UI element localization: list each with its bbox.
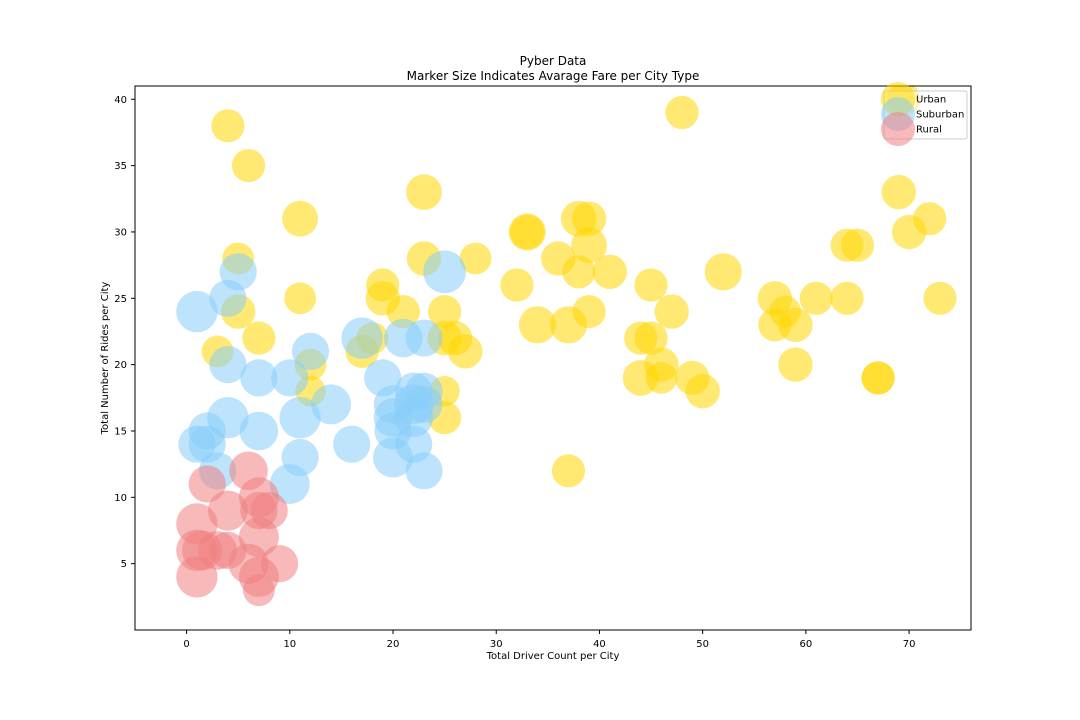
- suburban-point: [279, 397, 321, 439]
- urban-point: [572, 295, 606, 329]
- y-tick-label: 25: [114, 294, 127, 305]
- urban-point: [645, 362, 678, 394]
- urban-point: [406, 174, 442, 211]
- urban-point: [551, 454, 586, 488]
- suburban-point: [333, 425, 371, 463]
- urban-point: [861, 361, 895, 395]
- x-axis-label: Total Driver Count per City: [486, 651, 620, 662]
- urban-point: [518, 306, 557, 344]
- urban-point: [242, 321, 276, 355]
- rural-point: [250, 492, 288, 530]
- suburban-point: [209, 346, 247, 384]
- legend: Urban Suburban Rural: [881, 82, 968, 146]
- x-tick-label: 40: [593, 639, 606, 650]
- urban-point: [500, 268, 534, 302]
- y-axis: 5 10 15 20 25 30 35 40: [114, 95, 135, 570]
- urban-point: [562, 255, 596, 289]
- suburban-point: [311, 384, 352, 425]
- legend-label-urban: Urban: [916, 95, 946, 106]
- suburban-point: [240, 359, 278, 397]
- chart-subtitle: Marker Size Indicates Avarage Fare per C…: [407, 69, 700, 83]
- legend-label-rural: Rural: [916, 125, 942, 136]
- suburban-point: [219, 253, 257, 291]
- x-tick-label: 10: [283, 639, 296, 650]
- suburban-point: [271, 359, 309, 397]
- legend-label-suburban: Suburban: [916, 110, 964, 121]
- y-axis-label: Total Number of Rides per City: [100, 282, 111, 436]
- urban-point: [685, 374, 720, 409]
- series-suburban: [176, 250, 466, 504]
- y-tick-label: 35: [114, 161, 127, 172]
- urban-point: [704, 253, 742, 291]
- y-tick-label: 15: [114, 426, 127, 437]
- chart-title: Pyber Data: [520, 54, 587, 68]
- urban-point: [634, 321, 668, 355]
- urban-point: [778, 307, 813, 342]
- urban-point: [634, 268, 668, 302]
- rural-point: [207, 490, 248, 531]
- suburban-point: [239, 411, 279, 451]
- urban-point: [840, 228, 875, 262]
- suburban-point: [176, 290, 218, 333]
- y-tick-label: 30: [114, 227, 127, 238]
- suburban-point: [405, 452, 443, 490]
- suburban-point: [394, 398, 434, 438]
- urban-point: [799, 281, 833, 315]
- urban-point: [282, 200, 318, 237]
- series-rural: [176, 451, 299, 607]
- urban-point: [284, 282, 316, 315]
- urban-point: [231, 149, 266, 183]
- suburban-point: [341, 317, 383, 359]
- series-urban: [201, 86, 957, 488]
- plot-frame: [134, 85, 972, 631]
- points-layer: [176, 86, 957, 607]
- rural-point: [260, 545, 299, 583]
- suburban-point: [269, 464, 310, 504]
- urban-point: [571, 227, 607, 264]
- x-tick-label: 0: [183, 639, 189, 650]
- suburban-point: [405, 319, 443, 357]
- urban-point: [830, 281, 864, 315]
- x-tick-label: 70: [903, 639, 916, 650]
- y-tick-label: 10: [114, 493, 127, 504]
- x-axis: 0 10 20 30 40 50 60 70: [183, 630, 915, 650]
- urban-point: [592, 254, 627, 289]
- urban-point: [654, 294, 689, 329]
- x-tick-label: 20: [387, 639, 400, 650]
- legend-marker-rural: [881, 112, 915, 146]
- urban-point: [386, 295, 420, 329]
- urban-point: [923, 281, 957, 315]
- urban-point: [665, 95, 699, 130]
- x-tick-label: 60: [799, 639, 812, 650]
- urban-point: [571, 201, 607, 236]
- urban-point: [448, 334, 483, 369]
- rural-point: [243, 574, 275, 607]
- x-tick-label: 50: [696, 639, 709, 650]
- urban-point: [881, 174, 916, 210]
- y-tick-label: 40: [114, 95, 127, 106]
- y-tick-label: 5: [121, 559, 127, 570]
- suburban-point: [423, 250, 466, 294]
- rural-point: [188, 465, 226, 503]
- urban-point: [428, 295, 462, 329]
- y-tick-label: 20: [114, 360, 127, 371]
- urban-point: [891, 214, 927, 250]
- urban-point: [459, 242, 492, 275]
- urban-point: [778, 347, 813, 382]
- suburban-point: [291, 332, 330, 370]
- urban-point: [508, 213, 546, 251]
- urban-point: [211, 109, 245, 143]
- x-tick-label: 30: [490, 639, 503, 650]
